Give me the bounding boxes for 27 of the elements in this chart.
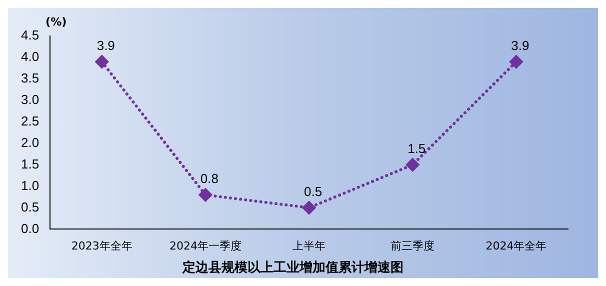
y-tick-label: 4.5 <box>20 28 40 43</box>
x-tick-label: 前三季度 <box>390 240 435 253</box>
y-tick-label: 0.5 <box>20 199 40 214</box>
x-tick-label: 2024年一季度 <box>169 240 242 253</box>
data-label: 0.5 <box>304 184 322 199</box>
text: 定边县规模以上工业增加值累计增速图 <box>182 260 404 276</box>
data-label: 1.5 <box>408 140 426 156</box>
y-tick-label: 3.5 <box>20 70 40 86</box>
point <box>95 55 108 68</box>
y-tick-label: 1.5 <box>20 156 40 172</box>
point <box>198 188 212 202</box>
data-label: 3.9 <box>96 38 115 53</box>
x-tick-label: 上半年 <box>292 240 326 253</box>
y-tick-label: 0.0 <box>20 220 40 236</box>
y-tick-label: 2.5 <box>20 113 40 128</box>
y-tick-label: 2.0 <box>20 134 40 150</box>
data-label: 0.8 <box>200 170 218 186</box>
y-tick-label: 1.0 <box>20 178 40 193</box>
point <box>406 158 420 172</box>
y-tick-label: 4.0 <box>20 49 40 64</box>
point <box>302 201 316 214</box>
data-label: 3.9 <box>511 38 530 53</box>
y-axis-title: (%) <box>46 15 67 28</box>
x-tick-label: 2024年全年 <box>486 240 547 253</box>
point <box>510 55 523 68</box>
x-tick-label: 2023年全年 <box>71 240 132 253</box>
y-tick-label: 3.0 <box>20 92 40 107</box>
